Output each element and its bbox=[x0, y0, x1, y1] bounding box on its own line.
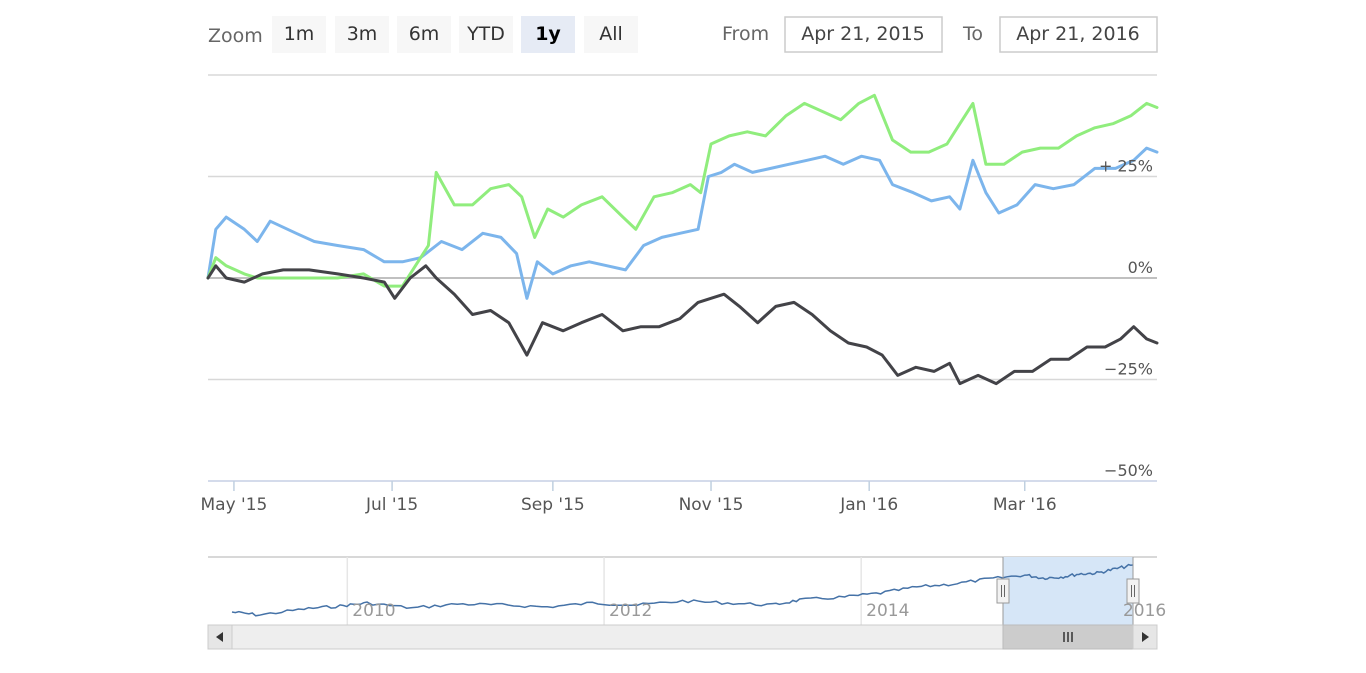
to-date-input[interactable]: Apr 21, 2016 bbox=[999, 16, 1158, 53]
y-tick-label: 0% bbox=[1128, 258, 1153, 277]
x-tick-label: Jul '15 bbox=[365, 495, 418, 515]
zoom-button-ytd[interactable]: YTD bbox=[459, 16, 513, 53]
navigator-series-line bbox=[231, 563, 1134, 617]
scrollbar-track[interactable] bbox=[207, 624, 1158, 650]
navigator-year-label: 2010 bbox=[352, 601, 395, 621]
series-line-2 bbox=[206, 93, 1159, 288]
zoom-button-1y[interactable]: 1y bbox=[521, 16, 575, 53]
zoom-button-label: 6m bbox=[409, 23, 440, 45]
zoom-button-all[interactable]: All bbox=[584, 16, 638, 53]
x-axis-labels: May '15 Jul '15 Sep '15 Nov '15 Jan '16 Mar '… bbox=[200, 481, 1057, 515]
navigator: 2010 2012 2014 2016 bbox=[208, 556, 1166, 625]
to-label: To bbox=[962, 23, 983, 45]
plot-area: −50% −25% 0% + 25% May '15 Jul '15 Sep '15 Nov… bbox=[200, 74, 1159, 515]
scroll-left-button[interactable] bbox=[207, 624, 233, 650]
x-tick-label: May '15 bbox=[200, 495, 267, 515]
scrollbar-thumb[interactable] bbox=[1002, 624, 1134, 650]
zoom-button-1m[interactable]: 1m bbox=[272, 16, 326, 53]
zoom-button-bg bbox=[584, 16, 638, 53]
zoom-button-bg bbox=[459, 16, 513, 53]
range-selector: Zoom 1m 3m 6m YTD 1y All From Apr 21, 2015 To… bbox=[208, 16, 1158, 53]
from-label: From bbox=[722, 23, 769, 45]
scrollbar[interactable] bbox=[207, 624, 1158, 650]
zoom-button-bg bbox=[397, 16, 451, 53]
zoom-button-bg bbox=[335, 16, 389, 53]
zoom-button-bg bbox=[272, 16, 326, 53]
zoom-button-label: 1y bbox=[535, 23, 561, 45]
grid-lines bbox=[208, 74, 1157, 482]
navigator-selected-range[interactable] bbox=[1003, 557, 1133, 625]
navigator-year-label: 2014 bbox=[866, 601, 909, 621]
zoom-button-label: 1m bbox=[284, 23, 315, 45]
x-tick-label: Nov '15 bbox=[679, 495, 744, 515]
navigator-year-labels: 2010 2012 2014 2016 bbox=[352, 601, 1166, 621]
arrow-right-icon bbox=[1142, 632, 1149, 642]
navigator-right-handle[interactable] bbox=[1126, 578, 1140, 604]
x-tick-label: Jan '16 bbox=[839, 495, 898, 515]
zoom-button-3m[interactable]: 3m bbox=[335, 16, 389, 53]
from-date-input[interactable]: Apr 21, 2015 bbox=[784, 16, 943, 53]
navigator-left-handle[interactable] bbox=[996, 578, 1010, 604]
navigator-year-label: 2016 bbox=[1123, 601, 1166, 621]
series-line-1 bbox=[206, 146, 1159, 300]
zoom-label: Zoom bbox=[208, 25, 263, 47]
y-tick-label: + 25% bbox=[1099, 157, 1153, 176]
zoom-button-bg bbox=[521, 16, 575, 53]
zoom-button-label: YTD bbox=[466, 23, 505, 45]
zoom-button-6m[interactable]: 6m bbox=[397, 16, 451, 53]
navigator-year-label: 2012 bbox=[609, 601, 652, 621]
arrow-left-icon bbox=[216, 632, 223, 642]
from-date-value: Apr 21, 2015 bbox=[801, 23, 925, 45]
y-tick-label: −25% bbox=[1104, 360, 1153, 379]
x-tick-label: Sep '15 bbox=[521, 495, 585, 515]
series-layer bbox=[206, 93, 1159, 386]
x-tick-label: Mar '16 bbox=[993, 495, 1057, 515]
zoom-button-label: All bbox=[599, 23, 623, 45]
scroll-right-button[interactable] bbox=[1132, 624, 1158, 650]
y-axis-labels: −50% −25% 0% + 25% bbox=[1099, 157, 1153, 481]
series-line-3 bbox=[206, 264, 1159, 386]
zoom-buttons: 1m 3m 6m YTD 1y All bbox=[272, 16, 638, 53]
to-date-value: Apr 21, 2016 bbox=[1016, 23, 1140, 45]
zoom-button-label: 3m bbox=[347, 23, 378, 45]
y-tick-label: −50% bbox=[1104, 461, 1153, 480]
